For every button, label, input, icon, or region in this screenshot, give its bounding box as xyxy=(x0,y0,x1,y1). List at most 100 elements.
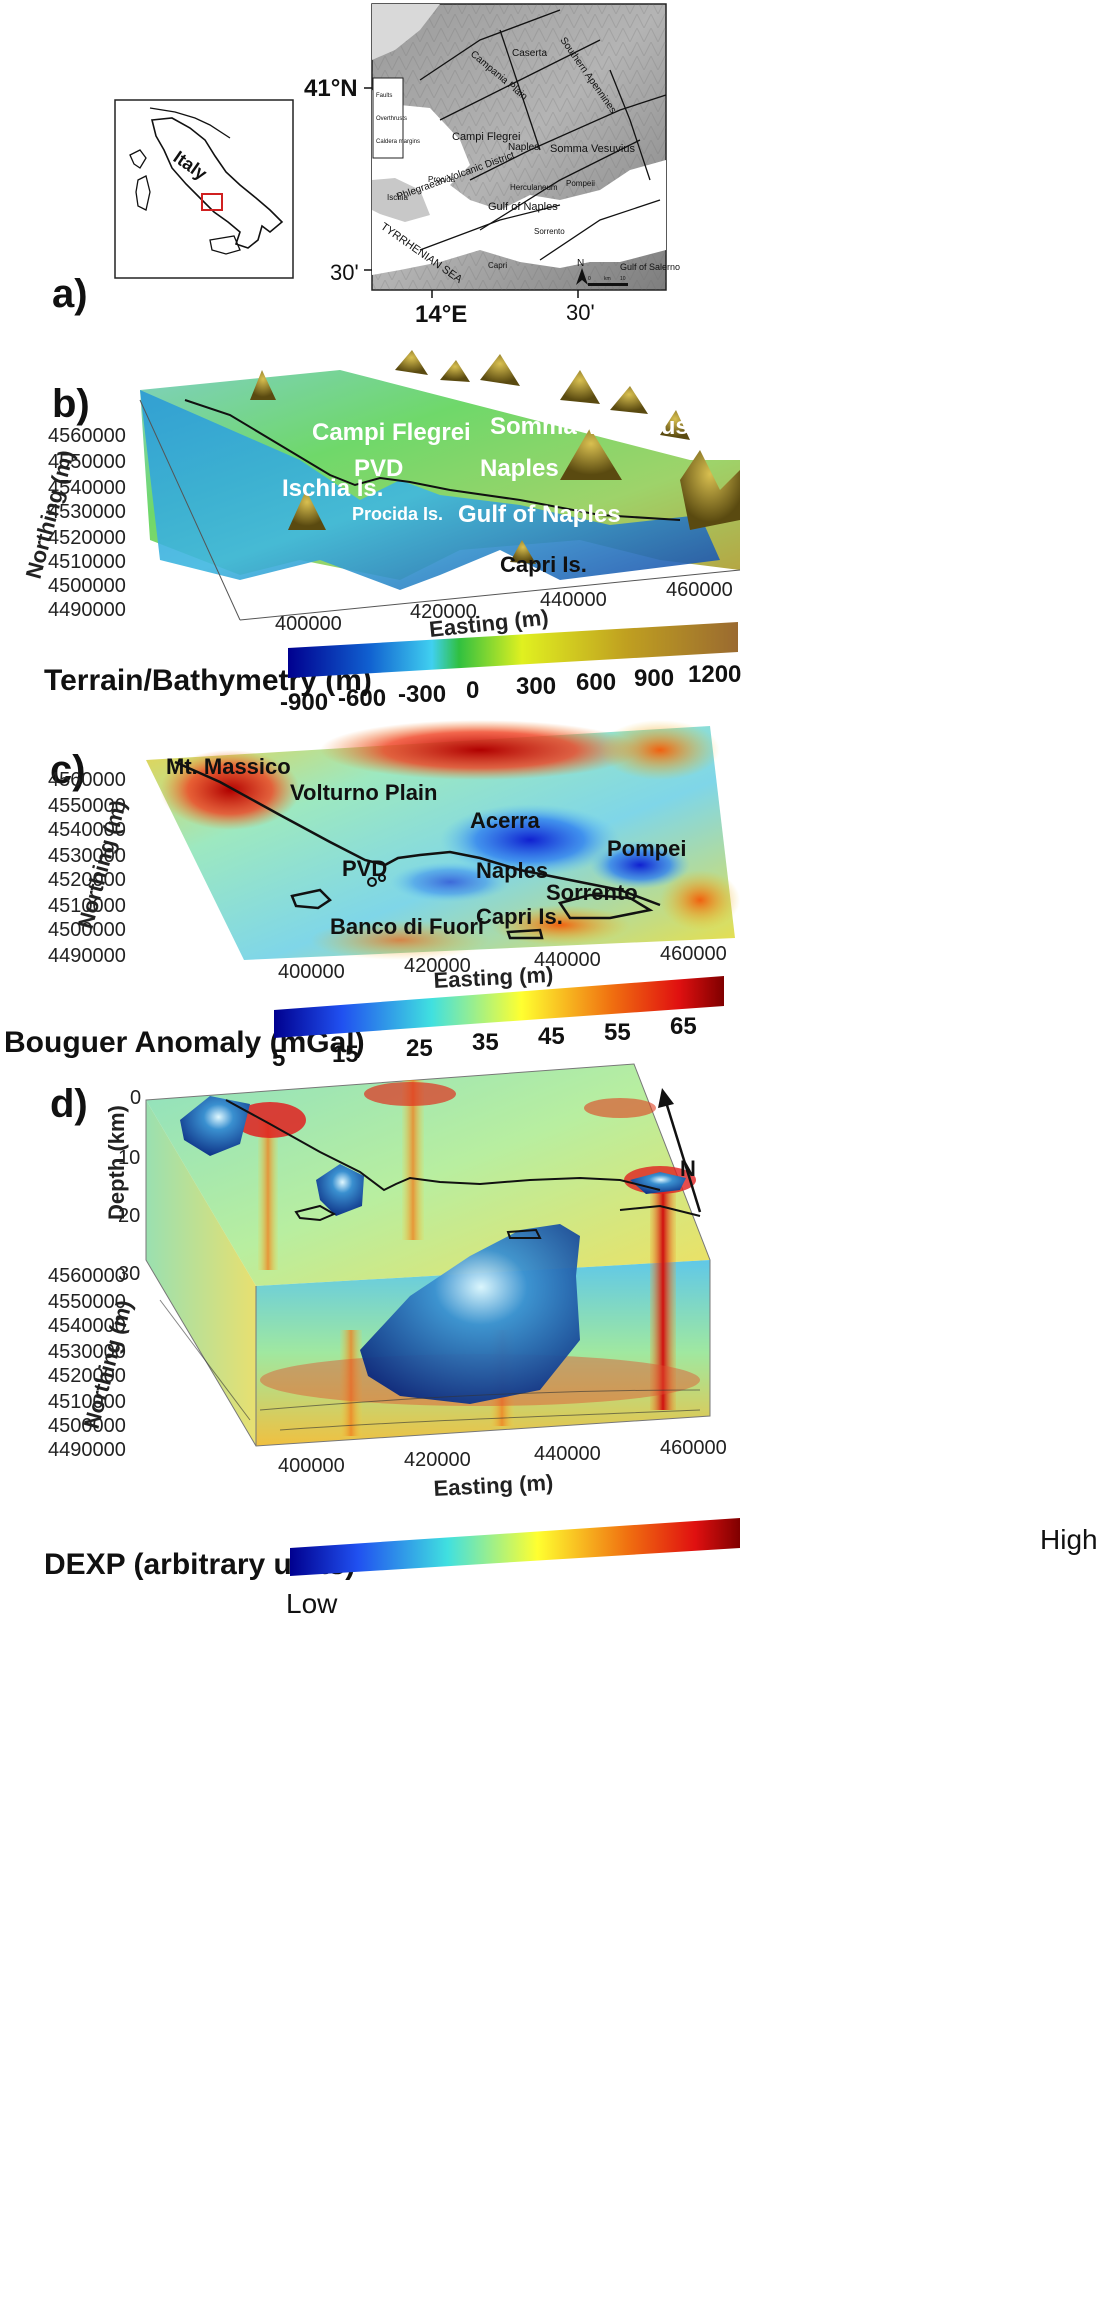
svg-text:4530000: 4530000 xyxy=(48,501,126,523)
bouguer-tick-45: 45 xyxy=(538,1023,565,1050)
svg-text:440000: 440000 xyxy=(534,1443,601,1465)
svg-text:4500000: 4500000 xyxy=(48,1415,126,1437)
legend-caldera: Caldera margins xyxy=(376,139,420,145)
svg-text:4550000: 4550000 xyxy=(48,1291,126,1313)
svg-text:4490000: 4490000 xyxy=(48,945,126,967)
svg-text:4550000: 4550000 xyxy=(48,451,126,473)
svg-text:10: 10 xyxy=(118,1147,140,1169)
terrain-tick-1200: 1200 xyxy=(688,661,741,688)
caserta-label: Caserta xyxy=(512,48,547,59)
naples-label: Naples xyxy=(508,142,539,153)
north-arrow-d-icon xyxy=(664,1101,702,1213)
gulf-naples-3d-label: Gulf of Naples xyxy=(458,501,621,528)
fault-lines xyxy=(419,9,667,261)
somma-vesuvius-label: Somma Vesuvius xyxy=(550,143,635,155)
campi-flegrei-3d-label: Campi Flegrei xyxy=(312,419,471,446)
bouguer-tick-5: 5 xyxy=(272,1045,285,1070)
terrain-colorbar: -900 -600 -300 0 300 600 900 1200 xyxy=(280,622,741,716)
panel-a-maps: Italy Faults Overthrusts Caldera margins xyxy=(114,3,680,328)
pompeii-label: Pompeii xyxy=(566,179,595,188)
northing-ticks-b: 4560000 4550000 4540000 4530000 4520000 … xyxy=(48,425,126,621)
svg-text:4560000: 4560000 xyxy=(48,425,126,447)
easting-ticks-c: 400000 420000 440000 460000 xyxy=(278,943,727,983)
lat-30: 30' xyxy=(330,260,359,285)
svg-text:420000: 420000 xyxy=(404,955,471,977)
naples-c-label: Naples xyxy=(476,858,548,883)
terrain-tick-n300: -300 xyxy=(398,681,446,708)
svg-text:4560000: 4560000 xyxy=(48,769,126,791)
bouguer-tick-35: 35 xyxy=(472,1029,499,1056)
study-area-box xyxy=(201,193,223,211)
svg-text:4540000: 4540000 xyxy=(48,819,126,841)
svg-text:4520000: 4520000 xyxy=(48,527,126,549)
dexp-high-label: High xyxy=(1040,1524,1098,1555)
capri-c-label: Capri Is. xyxy=(476,904,563,929)
svg-text:20: 20 xyxy=(118,1205,140,1227)
mt-massico-label: Mt. Massico xyxy=(166,754,291,779)
pvd-c-label: PVD xyxy=(342,856,387,881)
dexp-low-label: Low xyxy=(286,1588,338,1619)
svg-text:30: 30 xyxy=(118,1263,140,1285)
capri-label: Capri xyxy=(488,261,507,270)
north-d-label: N xyxy=(680,1156,696,1181)
terrain-tick-n600: -600 xyxy=(338,685,386,712)
bouguer-tick-65: 65 xyxy=(670,1013,697,1040)
svg-text:4550000: 4550000 xyxy=(48,795,126,817)
legend-faults: Faults xyxy=(376,93,392,99)
svg-text:4520000: 4520000 xyxy=(48,869,126,891)
northing-ticks-d: 4560000 4550000 4540000 4530000 4520000 … xyxy=(48,1265,126,1461)
scale-bar xyxy=(588,283,628,286)
svg-text:400000: 400000 xyxy=(275,613,342,635)
svg-text:440000: 440000 xyxy=(534,949,601,971)
panel-c-bouguer-map: Mt. Massico Volturno Plain Acerra Pompei… xyxy=(48,720,740,993)
panel-d-dexp-volume: 0 10 20 30 Depth (km) N 4560000 4550000 … xyxy=(48,1063,727,1477)
svg-text:420000: 420000 xyxy=(410,601,477,623)
dexp-colorbar xyxy=(290,1518,740,1576)
gulf-of-naples-label: Gulf of Naples xyxy=(488,201,558,213)
svg-text:460000: 460000 xyxy=(660,943,727,965)
svg-text:440000: 440000 xyxy=(540,589,607,611)
svg-text:4490000: 4490000 xyxy=(48,599,126,621)
banco-di-fuori-label: Banco di Fuori xyxy=(330,914,484,939)
panel-d-label: d) xyxy=(50,1082,88,1126)
capri-3d-label: Capri Is. xyxy=(500,552,587,577)
ischia-3d-label: Ischia Is. xyxy=(282,475,383,502)
svg-text:0: 0 xyxy=(130,1087,141,1109)
depth-title: Depth (km) xyxy=(104,1105,129,1220)
legend-overthrusts: Overthrusts xyxy=(376,116,407,122)
svg-text:4510000: 4510000 xyxy=(48,1391,126,1413)
gulf-of-salerno-label: Gulf of Salerno xyxy=(620,262,680,272)
herculaneum-label: Herculaneum xyxy=(510,183,558,192)
lon-14e: 14°E xyxy=(415,301,467,328)
naples-3d-label: Naples xyxy=(480,455,559,482)
northing-ticks-c: 4560000 4550000 4540000 4530000 4520000 … xyxy=(48,769,126,967)
pompei-label: Pompei xyxy=(607,836,686,861)
svg-text:4510000: 4510000 xyxy=(48,551,126,573)
panel-b-label: b) xyxy=(52,382,90,426)
scale-ten: 10 xyxy=(620,276,626,282)
north-label: N xyxy=(577,258,584,269)
svg-text:4500000: 4500000 xyxy=(48,919,126,941)
scale-zero: 0 xyxy=(588,276,591,282)
north-arrow-icon xyxy=(576,268,588,285)
ischia-label: Ischia xyxy=(387,193,408,202)
easting-title-d: Easting (m) xyxy=(433,1474,554,1501)
procida-label: Procida xyxy=(428,175,456,184)
svg-text:460000: 460000 xyxy=(666,579,733,601)
volturno-plain-label: Volturno Plain xyxy=(290,780,437,805)
pvd-3d-label: PVD xyxy=(354,455,403,482)
svg-text:400000: 400000 xyxy=(278,1455,345,1477)
panel-a-label: a) xyxy=(52,272,88,316)
svg-text:4560000: 4560000 xyxy=(48,1265,126,1287)
svg-text:4530000: 4530000 xyxy=(48,1341,126,1363)
terrain-tick-n900: -900 xyxy=(280,689,328,716)
terrain-mountains xyxy=(250,350,740,564)
panel-c-label: c) xyxy=(50,748,86,792)
lat-41n: 41°N xyxy=(304,75,358,102)
svg-text:400000: 400000 xyxy=(278,961,345,983)
svg-text:460000: 460000 xyxy=(660,1437,727,1459)
easting-title-d-wrap: Easting (m) xyxy=(433,1474,554,1501)
svg-text:4540000: 4540000 xyxy=(48,1315,126,1337)
svg-text:4530000: 4530000 xyxy=(48,845,126,867)
svg-text:4540000: 4540000 xyxy=(48,477,126,499)
